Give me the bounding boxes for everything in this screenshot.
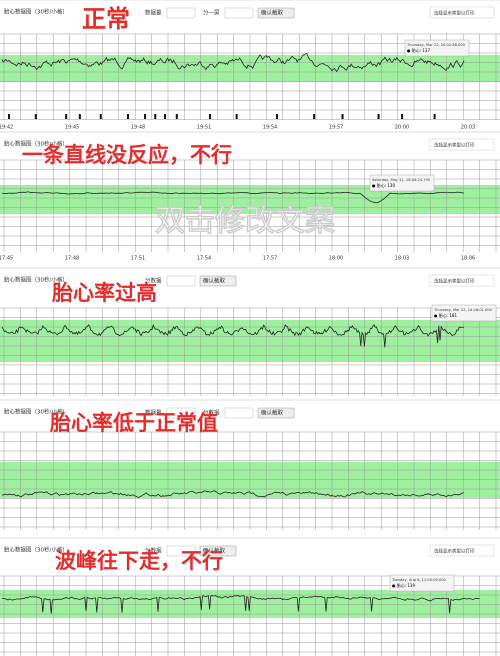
annotation: 波峰往下走，不行 [55, 549, 223, 573]
print-select-label: 选择显示类型以打印 [434, 278, 475, 285]
time-label: 20:03 [461, 125, 475, 131]
time-label: 18:06 [461, 256, 475, 262]
control-label: 分数据 [145, 547, 162, 555]
confirm-button[interactable] [257, 7, 295, 19]
tooltip-time: Tuesday, Aug 6, 11:00:09.000 [391, 578, 446, 582]
confirm-button[interactable] [199, 275, 237, 287]
control-label: 数据量 [145, 409, 162, 417]
panel-header: 胎心数据图（30秒/小格） [4, 140, 68, 148]
tooltip [369, 174, 435, 192]
event-mark [208, 114, 211, 119]
tooltip-value: ● 胎心: 130 [372, 182, 395, 188]
event-mark [275, 114, 278, 119]
event-mark [175, 114, 178, 119]
time-label: 18:03 [395, 256, 409, 262]
print-select[interactable] [429, 138, 495, 151]
watermark: 双击修改文案 [155, 204, 336, 239]
time-label: 19:54 [263, 125, 277, 131]
event-mark [154, 114, 157, 119]
control-label: 确认截取 [203, 547, 226, 555]
heart-rate-trace [1, 52, 465, 73]
tooltip-time: Thursday, Mar 22, 14:28:01.000 [433, 308, 493, 312]
confirm-button[interactable] [199, 545, 237, 557]
annotation: 胎心率低于正常值 [50, 411, 218, 435]
panel-header: 胎心数据图（30秒/小格） [4, 408, 68, 416]
time-label: 19:42 [0, 125, 13, 131]
input-box[interactable] [166, 545, 196, 557]
time-label: 19:45 [65, 125, 79, 131]
time-label: 18:00 [329, 256, 343, 262]
control-label: 分数据 [203, 409, 220, 417]
time-label: 17:45 [0, 256, 13, 262]
control-label: 分数据 [145, 277, 162, 285]
time-label: 20:00 [395, 125, 409, 131]
control-label: 确认截取 [203, 277, 226, 285]
control-label: 数据量 [145, 9, 162, 17]
tooltip-time: Thursday, Mar 22, 20:02:48.000 [406, 43, 466, 47]
heart-rate-trace [1, 323, 465, 348]
tooltip-value: ● 胎心: 137 [407, 47, 430, 53]
panel-header: 胎心数据图（30秒/小格） [4, 546, 68, 554]
input-box[interactable] [166, 7, 196, 19]
tooltip [404, 39, 470, 57]
heart-rate-trace [1, 191, 465, 204]
time-label: 17:54 [197, 256, 211, 262]
tooltip-value: ● 胎心: 181 [434, 312, 457, 318]
control-label: 确认截取 [261, 9, 284, 17]
control-label: 确认截取 [261, 409, 284, 417]
time-label: 19:51 [197, 125, 211, 131]
event-mark [78, 114, 81, 119]
input-box[interactable] [166, 275, 196, 287]
input-box[interactable] [166, 407, 196, 419]
time-label: 17:57 [263, 256, 277, 262]
event-mark [8, 114, 10, 119]
print-select[interactable] [429, 274, 495, 287]
event-mark [99, 114, 102, 119]
time-label: 17:48 [65, 256, 79, 262]
event-mark [164, 114, 167, 119]
confirm-button[interactable] [257, 407, 295, 419]
time-label: 19:57 [329, 125, 343, 131]
event-mark [34, 114, 37, 119]
control-label: 分一屏 [203, 9, 220, 17]
event-mark [401, 114, 404, 119]
annotation: 正常 [82, 5, 130, 33]
time-label: 17:51 [131, 256, 145, 262]
print-select-label: 选择显示类型以打印 [434, 10, 475, 17]
print-select[interactable] [429, 6, 495, 19]
tooltip [389, 574, 455, 592]
event-mark [126, 114, 129, 119]
tooltip-value: ● 胎心: 139 [392, 582, 415, 588]
print-select-label: 选择显示类型以打印 [434, 142, 475, 149]
event-mark [341, 114, 344, 119]
input-box[interactable] [224, 7, 254, 19]
event-mark [313, 114, 316, 119]
input-box[interactable] [224, 407, 254, 419]
event-mark [65, 114, 68, 119]
tooltip [431, 304, 497, 322]
print-select-label: 选择显示类型以打印 [434, 548, 475, 555]
panel-header: 胎心数据图（30秒/小格） [4, 8, 68, 16]
annotation: 一条直线没反应，不行 [22, 143, 232, 167]
print-select[interactable] [429, 544, 495, 557]
time-label: 19:48 [131, 125, 145, 131]
tooltip-time: Saturday, May 31, 18:04:24.795 [372, 178, 430, 182]
event-mark [235, 114, 238, 119]
annotation: 胎心率过高 [52, 281, 157, 305]
event-mark [433, 114, 436, 119]
panel-header: 胎心数据图（30秒/小格） [4, 276, 68, 284]
event-mark [377, 114, 380, 119]
event-mark [144, 114, 147, 119]
heart-rate-trace [1, 490, 464, 498]
heart-rate-trace [2, 595, 480, 614]
